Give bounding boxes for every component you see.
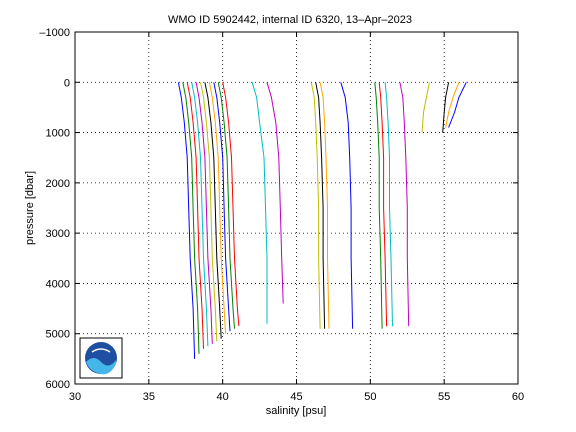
x-tick-label: 60 — [512, 391, 524, 403]
profile-line — [177, 82, 196, 359]
x-tick-label: 30 — [69, 391, 81, 403]
y-tick-label: 5000 — [46, 329, 70, 341]
profile-line — [208, 82, 227, 334]
x-tick-label: 55 — [438, 391, 450, 403]
profile-line — [251, 82, 268, 324]
profile-line — [448, 82, 467, 128]
profile-line — [191, 82, 209, 347]
profile-line — [217, 82, 235, 329]
profile-line — [340, 82, 354, 329]
tick-layer: 30 35 40 45 50 55 60 –1000 0 1000 2000 3000 4000 5000… — [39, 27, 524, 403]
logo-wave — [86, 358, 116, 375]
x-tick-label: 40 — [217, 391, 229, 403]
profile-line — [374, 82, 383, 329]
noaa-logo — [79, 337, 123, 379]
profile-line — [319, 82, 330, 329]
profile-line — [182, 82, 200, 354]
series-layer — [177, 82, 467, 359]
profile-line — [384, 82, 393, 327]
profile-line — [200, 82, 218, 342]
profile-line — [421, 82, 430, 133]
profile-line — [399, 82, 410, 327]
profile-line — [195, 82, 213, 344]
profile-line — [204, 82, 222, 339]
y-tick-label: 6000 — [46, 379, 70, 391]
profile-line — [186, 82, 204, 349]
x-tick-label: 50 — [364, 391, 376, 403]
profile-line — [315, 82, 326, 329]
y-tick-label: 3000 — [46, 228, 70, 240]
profile-line — [378, 82, 388, 327]
x-axis-label: salinity [psu] — [266, 405, 327, 417]
profile-line — [213, 82, 231, 332]
y-tick-label: 1000 — [46, 128, 70, 140]
y-tick-label: –1000 — [39, 27, 70, 39]
x-tick-label: 35 — [143, 391, 155, 403]
profile-line — [266, 82, 284, 304]
y-tick-label: 4000 — [46, 278, 70, 290]
y-tick-label: 2000 — [46, 178, 70, 190]
profile-line — [222, 82, 240, 327]
profile-line — [310, 82, 321, 329]
y-axis-label: pressure [dbar] — [24, 171, 36, 245]
chart-title: WMO ID 5902442, internal ID 6320, 13–Apr… — [168, 14, 412, 26]
profile-line — [442, 82, 450, 133]
y-tick-label: 0 — [64, 77, 70, 89]
grid-layer — [75, 32, 518, 384]
profile-line — [445, 82, 460, 128]
logo-gull — [91, 348, 111, 353]
x-tick-label: 45 — [290, 391, 302, 403]
